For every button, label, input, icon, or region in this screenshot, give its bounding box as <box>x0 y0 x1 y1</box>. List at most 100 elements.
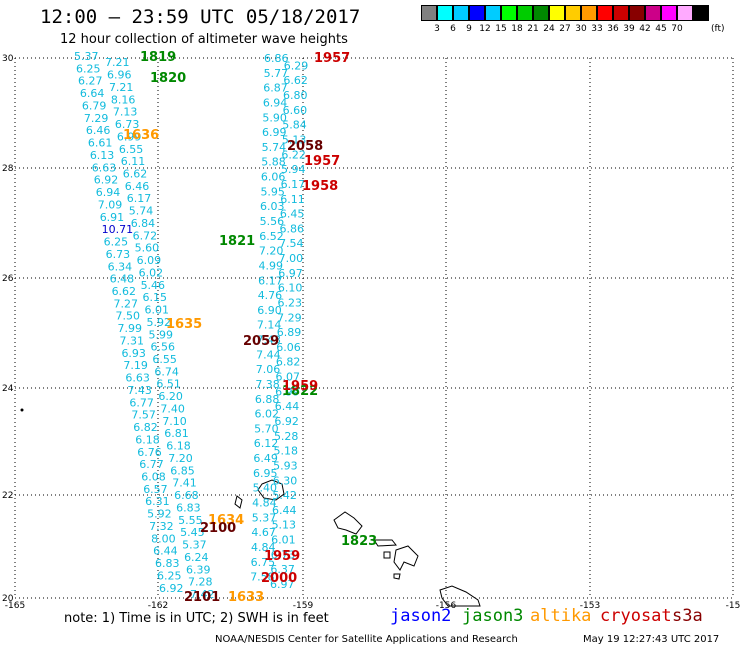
latitude-labels: 30 28 26 24 22 20 <box>2 54 14 604</box>
wave-height-value: 7.28 <box>188 576 213 589</box>
wave-height-value: 6.63 <box>92 161 117 174</box>
wave-height-value: 6.44 <box>153 545 178 558</box>
wave-height-value: 6.17 <box>258 274 283 287</box>
wave-height-value: 6.85 <box>170 464 195 477</box>
wave-height-value: 4.84 <box>251 541 275 554</box>
wave-height-value: 6.17 <box>281 178 306 191</box>
pass-time-label: 2100 <box>200 521 236 536</box>
pass-time-label: 2058 <box>287 139 323 154</box>
color-scale-swatch <box>485 5 501 21</box>
color-scale-swatch <box>629 5 645 21</box>
wave-height-value: 5.74 <box>262 141 287 154</box>
hawaiian-islands <box>20 408 481 607</box>
color-scale-label: 9 <box>466 24 472 34</box>
wave-height-value: 6.01 <box>271 534 296 547</box>
wave-height-value: 5.88 <box>261 156 286 169</box>
wave-height-value: 6.52 <box>259 230 284 243</box>
wave-height-value: 6.96 <box>107 69 132 82</box>
wave-height-value: 7.20 <box>259 245 284 258</box>
wave-height-value: 7.40 <box>160 402 185 415</box>
wave-height-value: 6.82 <box>276 356 301 369</box>
wave-height-value: 7.32 <box>149 520 174 533</box>
color-scale-label: 15 <box>495 24 507 34</box>
color-scale-label: 6 <box>450 24 456 34</box>
wave-height-value: 6.92 <box>274 415 299 428</box>
wave-height-value: 6.02 <box>139 266 164 279</box>
wave-height-value: 7.41 <box>172 477 197 490</box>
color-scale-swatch <box>565 5 581 21</box>
wave-height-value: 5.46 <box>141 279 166 292</box>
credit-line: NOAA/NESDIS Center for Satellite Applica… <box>215 634 518 645</box>
color-scale-swatch <box>581 5 597 21</box>
wave-height-value: 7.06 <box>256 363 281 376</box>
wave-height-value: 10.71 <box>102 223 134 236</box>
wave-height-value: 5.28 <box>274 430 299 443</box>
color-scale-swatch <box>549 5 565 21</box>
wave-height-value: 5.45 <box>180 526 205 539</box>
island-molokai <box>373 539 397 547</box>
wave-height-value: 5.56 <box>260 215 285 228</box>
wave-height-value: 7.43 <box>257 334 282 347</box>
color-scale-label: 24 <box>543 24 555 34</box>
wave-height-value: 6.45 <box>280 208 305 221</box>
longitude-label: -159 <box>293 601 314 611</box>
wave-height-value: 6.64 <box>80 87 105 100</box>
wave-height-value: 6.83 <box>155 557 180 570</box>
wave-height-value: 6.77 <box>129 396 154 409</box>
legend-entry-s3a: s3a <box>672 606 703 626</box>
legend-entry-jason3: jason3 <box>462 606 524 626</box>
wave-height-value: 6.15 <box>143 291 168 304</box>
color-scale-swatch <box>645 5 661 21</box>
wave-height-value: 6.61 <box>88 137 113 150</box>
wave-height-value: 8.16 <box>111 93 136 106</box>
wave-height-value: 6.97 <box>278 267 303 280</box>
wave-height-value: 6.91 <box>100 211 125 224</box>
color-scale-label: 70 <box>671 24 683 34</box>
pass-time-label: 1959 <box>282 379 318 394</box>
wave-height-value: 6.63 <box>125 372 150 385</box>
wave-height-value: 7.29 <box>84 112 109 125</box>
wave-height-value: 6.73 <box>115 118 140 131</box>
color-scale-swatch <box>421 5 437 21</box>
wave-height-value: 6.80 <box>283 89 308 102</box>
wave-height-value: 7.13 <box>113 106 137 119</box>
color-scale-swatch <box>533 5 549 21</box>
wave-height-value: 6.30 <box>273 474 298 487</box>
wave-height-value: 4.99 <box>258 259 283 272</box>
pass-time-label: 1634 <box>208 513 244 528</box>
wave-height-value: 7.14 <box>257 319 282 332</box>
wave-height-value: 5.40 <box>253 482 278 495</box>
map-subtitle: 12 hour collection of altimeter wave hei… <box>60 32 348 47</box>
color-scale-label: 33 <box>591 24 603 34</box>
wave-height-value: 6.25 <box>104 236 129 249</box>
color-scale-swatch <box>693 5 709 21</box>
wave-height-value: 6.62 <box>112 285 137 298</box>
track-b-values: 6.866.295.776.626.876.806.946.605.905.84… <box>250 52 308 591</box>
pass-time-label: 1957 <box>304 154 340 169</box>
color-scale-label: 30 <box>575 24 587 34</box>
wave-height-value: 7.54 <box>279 237 304 250</box>
legend-entry-altika: altika <box>530 606 592 626</box>
island-niihau <box>234 495 243 509</box>
wave-height-value: 6.99 <box>275 385 300 398</box>
wave-height-value: 6.44 <box>272 504 297 517</box>
wave-height-value: 5.77 <box>264 67 289 80</box>
wave-height-value: 6.86 <box>279 222 304 235</box>
wave-height-value: 6.27 <box>78 75 103 88</box>
color-scale-label: 42 <box>639 24 651 34</box>
footnote: note: 1) Time is in UTC; 2) SWH is in fe… <box>64 611 329 626</box>
pass-time-label: 1822 <box>282 384 318 399</box>
pass-time-label: 1957 <box>314 51 350 66</box>
wave-height-value: 5.95 <box>260 185 285 198</box>
wave-height-value: 6.31 <box>145 495 170 508</box>
wave-height-value: 6.79 <box>82 99 107 112</box>
wave-height-value: 6.11 <box>280 193 305 206</box>
color-scale-label: 18 <box>511 24 523 34</box>
wave-height-value: 6.12 <box>254 437 278 450</box>
wave-height-value: 7.99 <box>117 322 142 335</box>
wave-height-value: 6.99 <box>117 130 142 143</box>
pass-time-label: 2000 <box>261 571 297 586</box>
wave-height-value: 6.89 <box>277 326 302 339</box>
marker-dot <box>20 408 24 412</box>
pass-time-label: 1959 <box>264 549 300 564</box>
